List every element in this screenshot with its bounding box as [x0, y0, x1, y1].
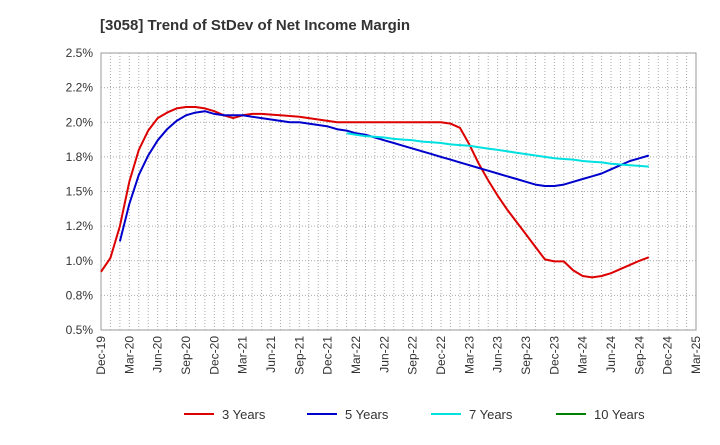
x-tick-label: Mar-21: [236, 336, 250, 374]
series-layer: [100, 106, 650, 279]
legend-label: 3 Years: [222, 407, 266, 422]
y-tick-label: 2.2%: [66, 81, 94, 95]
x-tick-label: Sep-23: [519, 336, 533, 375]
y-tick-label: 0.8%: [66, 288, 94, 302]
y-tick-label: 1.2%: [66, 219, 94, 233]
x-tick-label: Dec-23: [547, 336, 561, 375]
x-tick-label: Sep-20: [179, 336, 193, 375]
x-tick-label: Mar-25: [689, 336, 703, 374]
x-tick-label: Mar-22: [349, 336, 363, 374]
grid-layer: [100, 52, 697, 331]
legend-label: 10 Years: [594, 407, 645, 422]
x-tick-label: Dec-24: [661, 336, 675, 375]
x-tick-label: Sep-24: [632, 336, 646, 375]
x-tick-label: Jun-21: [264, 336, 278, 373]
x-tick-label: Dec-21: [321, 336, 335, 375]
x-tick-label: Jun-22: [377, 336, 391, 373]
x-tick-label: Mar-23: [462, 336, 476, 374]
series-line-3-years: [100, 106, 650, 279]
chart-title: [3058] Trend of StDev of Net Income Marg…: [100, 17, 410, 34]
y-tick-label: 1.8%: [66, 150, 94, 164]
x-tick-label: Mar-24: [576, 336, 590, 374]
x-tick-label: Jun-20: [151, 336, 165, 373]
legend-label: 5 Years: [345, 407, 389, 422]
y-tick-label: 1.5%: [66, 185, 94, 199]
x-tick-label: Dec-20: [207, 336, 221, 375]
y-tick-label: 0.5%: [66, 323, 94, 337]
y-tick-label: 2.5%: [66, 46, 94, 60]
legend: 3 Years 5 Years 7 Years 10 Years: [184, 407, 645, 422]
x-tick-label: Dec-22: [434, 336, 448, 375]
y-tick-label: 2.0%: [66, 115, 94, 129]
x-tick-label: Dec-19: [94, 336, 108, 375]
y-tick-label: 1.0%: [66, 254, 94, 268]
x-tick-label: Jun-24: [604, 336, 618, 373]
series-line-5-years: [118, 110, 650, 242]
axis-layer: 0.5% 0.8% 1.0% 1.2% 1.5% 1.8% 2.0% 2.2% 2.5% Dec-…: [66, 46, 703, 375]
x-tick-label: Sep-21: [292, 336, 306, 375]
x-tick-label: Mar-20: [122, 336, 136, 374]
x-tick-label: Jun-23: [491, 336, 505, 373]
legend-label: 7 Years: [469, 407, 513, 422]
series-line-7-years: [346, 132, 649, 168]
x-tick-label: Sep-22: [406, 336, 420, 375]
